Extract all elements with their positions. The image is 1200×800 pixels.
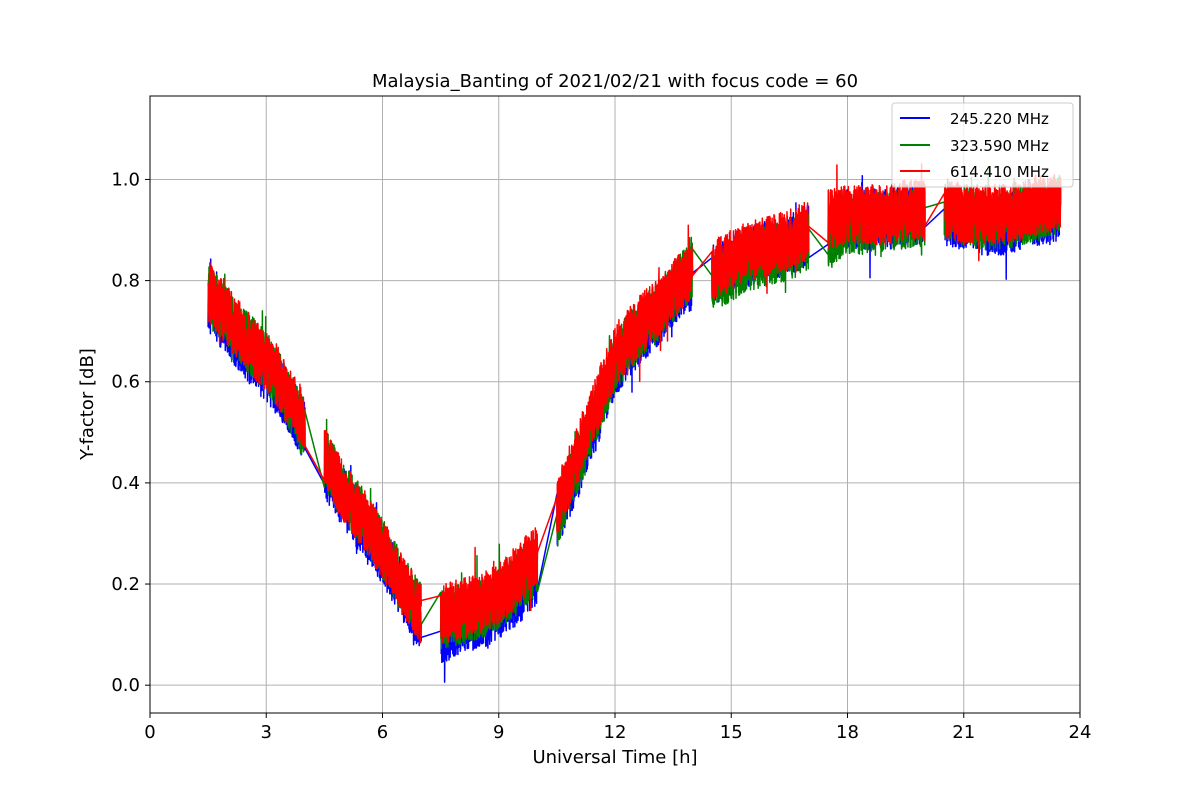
x-tick-label: 0 [144, 722, 155, 743]
y-axis: 0.0 0.2 0.4 0.6 0.8 1.0 [111, 169, 150, 696]
y-tick-label: 1.0 [111, 169, 140, 190]
legend: 245.220 MHz 323.590 MHz 614.410 MHz [891, 102, 1074, 188]
series-lines [207, 163, 1062, 683]
y-tick-label: 0.2 [111, 574, 140, 595]
x-tick-label: 24 [1069, 722, 1092, 743]
y-tick-label: 0.0 [111, 675, 140, 696]
x-tick-label: 21 [952, 722, 975, 743]
legend-entry-2: 323.590 MHz [950, 137, 1049, 155]
chart-title: Malaysia_Banting of 2021/02/21 with focu… [372, 71, 858, 92]
plot-area [207, 163, 1062, 683]
x-axis: 0 3 6 9 12 15 18 21 24 [144, 713, 1091, 743]
x-tick-label: 12 [604, 722, 627, 743]
legend-entry-3: 614.410 MHz [950, 163, 1049, 181]
x-tick-label: 15 [720, 722, 743, 743]
y-axis-label: Y-factor [dB] [77, 348, 98, 461]
legend-entry-1: 245.220 MHz [950, 110, 1049, 128]
legend-box [891, 102, 1074, 188]
x-tick-label: 6 [377, 722, 388, 743]
y-tick-label: 0.6 [111, 372, 140, 393]
x-tick-label: 9 [493, 722, 504, 743]
y-tick-label: 0.8 [111, 271, 140, 292]
x-tick-label: 18 [836, 722, 859, 743]
series-line-3 [207, 163, 1062, 644]
x-axis-label: Universal Time [h] [532, 747, 697, 768]
x-tick-label: 3 [261, 722, 272, 743]
y-tick-label: 0.4 [111, 473, 140, 494]
